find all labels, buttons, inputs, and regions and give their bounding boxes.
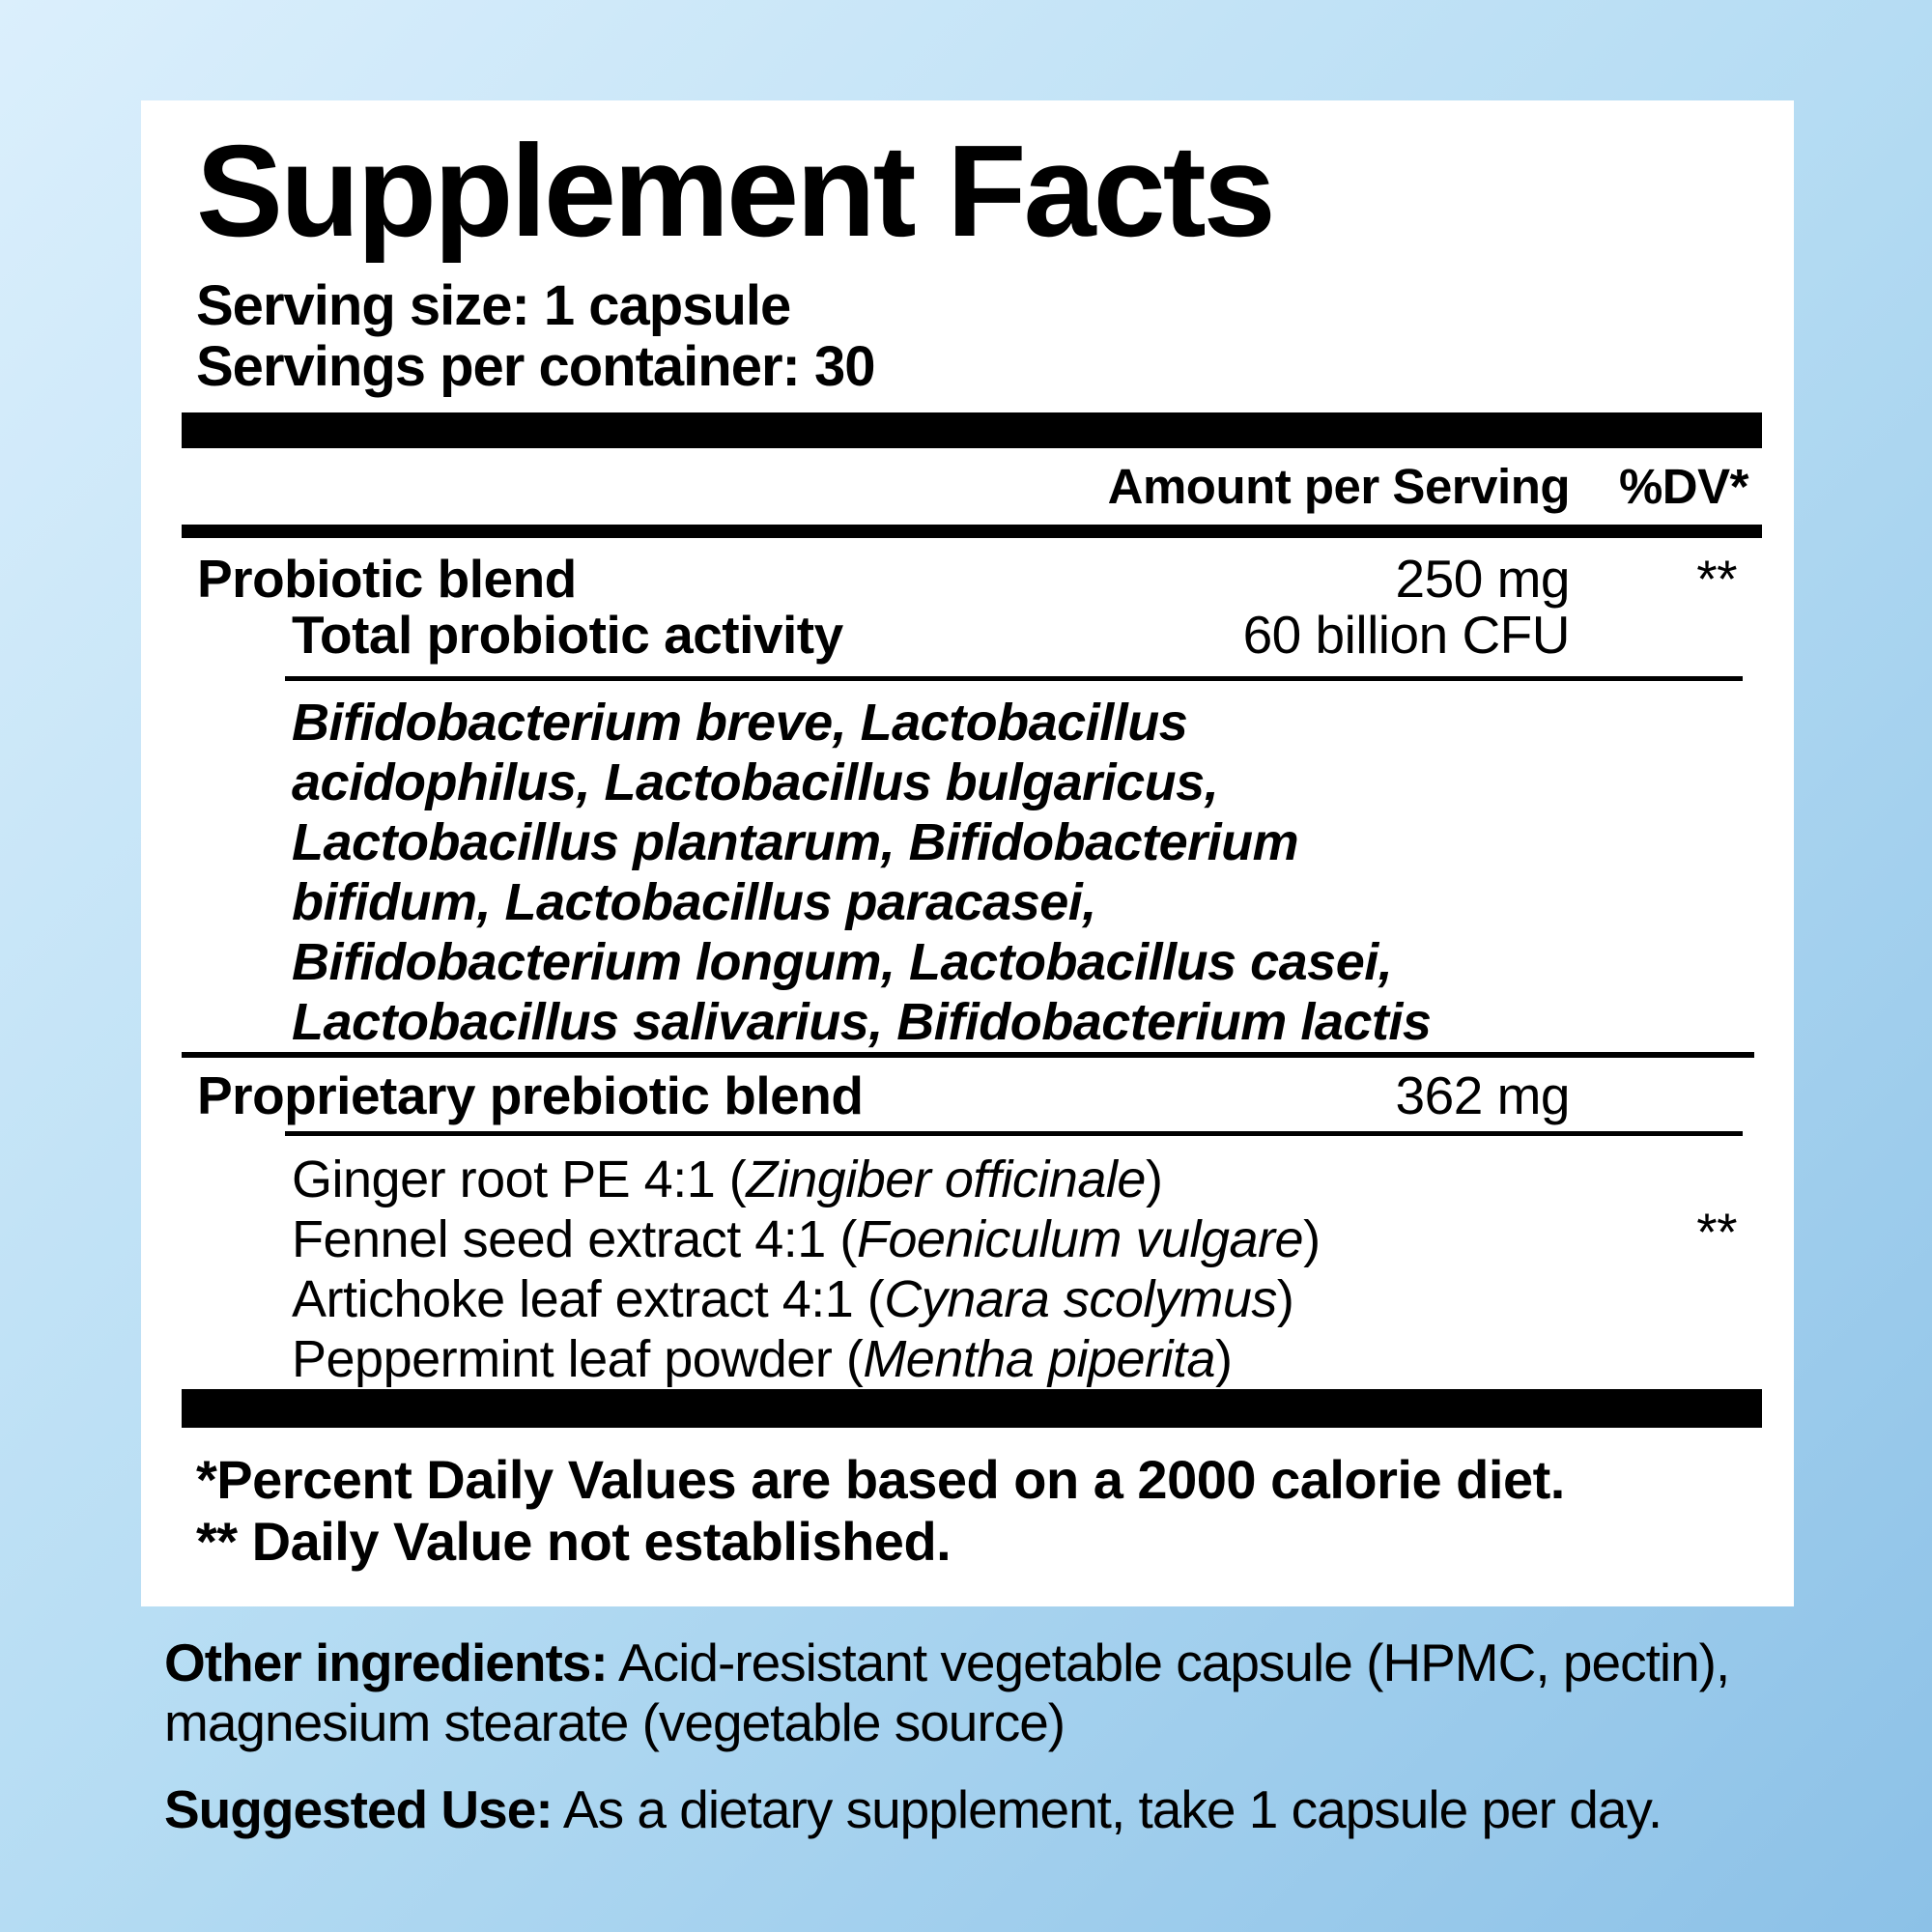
other-ingredients-text-2: magnesium stearate (vegetable source)	[164, 1692, 1065, 1752]
ingredient-text: Ginger root PE 4:1 (	[292, 1151, 747, 1208]
suggested-use-line: Suggested Use: As a dietary supplement, …	[164, 1779, 1932, 1839]
other-ingredients-text-1: Acid-resistant vegetable capsule (HPMC, …	[607, 1633, 1730, 1692]
ingredient-line-peppermint: Peppermint leaf powder (Mentha piperita)	[292, 1329, 1762, 1389]
footnote-not-established: ** Daily Value not established.	[196, 1511, 952, 1572]
probiotic-blend-name: Probiotic blend	[197, 549, 577, 609]
supplement-facts-panel: Supplement Facts Serving size: 1 capsule…	[141, 100, 1794, 1606]
ingredient-close-paren: )	[1145, 1151, 1163, 1208]
other-ingredients-line-1: Other ingredients: Acid-resistant vegeta…	[164, 1633, 1932, 1692]
percent-dv-header: %DV*	[1618, 459, 1749, 514]
divider-line-activity	[285, 676, 1743, 681]
probiotic-species-list: Bifidobacterium breve, Lactobacillus aci…	[292, 693, 1794, 1052]
footnote-daily-values: *Percent Daily Values are based on a 200…	[196, 1449, 1565, 1510]
probiotic-activity-name: Total probiotic activity	[292, 605, 843, 665]
ingredient-line-ginger: Ginger root PE 4:1 (Zingiber officinale)	[292, 1150, 1762, 1209]
probiotic-blend-amount: 250 mg	[1395, 549, 1571, 609]
prebiotic-dv-note: **	[1696, 1202, 1737, 1262]
prebiotic-blend-dv-spacer	[1570, 1067, 1762, 1123]
divider-line-prebiotic	[285, 1131, 1743, 1136]
prebiotic-blend-amount: 362 mg	[1395, 1065, 1571, 1125]
species-line-6: Lactobacillus salivarius, Bifidobacteriu…	[292, 993, 1432, 1051]
amount-per-serving-header: Amount per Serving	[1107, 459, 1571, 514]
prebiotic-ingredients-list: Ginger root PE 4:1 (Zingiber officinale)…	[292, 1150, 1762, 1389]
divider-line-prebiotic-top	[182, 1052, 1754, 1058]
other-ingredients-line-2: magnesium stearate (vegetable source)	[164, 1692, 1932, 1752]
probiotic-blend-dv: **	[1696, 549, 1737, 609]
prebiotic-blend-row: Proprietary prebiotic blend 362 mg	[182, 1067, 1762, 1123]
panel-title: Supplement Facts	[196, 118, 1276, 264]
ingredient-text: Fennel seed extract 4:1 (	[292, 1210, 857, 1268]
ingredient-line-fennel: Fennel seed extract 4:1 (Foeniculum vulg…	[292, 1209, 1762, 1269]
below-panel-section: Other ingredients: Acid-resistant vegeta…	[164, 1633, 1932, 1839]
suggested-use-text: As a dietary supplement, take 1 capsule …	[552, 1779, 1662, 1839]
ingredient-line-artichoke: Artichoke leaf extract 4:1 (Cynara scoly…	[292, 1269, 1762, 1329]
ingredient-text: Peppermint leaf powder (	[292, 1330, 864, 1388]
divider-bar-top	[182, 412, 1762, 448]
ingredient-close-paren: )	[1303, 1210, 1321, 1268]
ingredient-close-paren: )	[1215, 1330, 1233, 1388]
ingredient-latin: Mentha piperita	[863, 1330, 1216, 1388]
other-ingredients-label: Other ingredients:	[164, 1633, 609, 1692]
probiotic-activity-dv-spacer	[1570, 607, 1762, 663]
divider-bar-header	[182, 525, 1762, 538]
table-header-row: Amount per Serving %DV*	[182, 448, 1762, 525]
species-line-2: acidophilus, Lactobacillus bulgaricus,	[292, 753, 1219, 811]
suggested-use-label: Suggested Use:	[164, 1779, 554, 1839]
species-line-5: Bifidobacterium longum, Lactobacillus ca…	[292, 933, 1393, 991]
ingredient-text: Artichoke leaf extract 4:1 (	[292, 1270, 885, 1328]
probiotic-blend-row: Probiotic blend 250 mg **	[182, 551, 1762, 607]
ingredient-latin: Zingiber officinale	[746, 1151, 1146, 1208]
ingredient-close-paren: )	[1276, 1270, 1294, 1328]
ingredient-latin: Foeniculum vulgare	[856, 1210, 1304, 1268]
probiotic-activity-amount: 60 billion CFU	[1242, 605, 1571, 665]
species-line-4: bifidum, Lactobacillus paracasei,	[292, 873, 1096, 931]
species-line-1: Bifidobacterium breve, Lactobacillus	[292, 694, 1188, 752]
divider-bar-bottom	[182, 1389, 1762, 1428]
serving-size: Serving size: 1 capsule	[196, 274, 791, 337]
probiotic-activity-row: Total probiotic activity 60 billion CFU	[182, 607, 1762, 663]
ingredient-latin: Cynara scolymus	[884, 1270, 1277, 1328]
servings-per-container: Servings per container: 30	[196, 335, 875, 398]
prebiotic-blend-name: Proprietary prebiotic blend	[197, 1065, 864, 1125]
species-line-3: Lactobacillus plantarum, Bifidobacterium	[292, 813, 1299, 871]
